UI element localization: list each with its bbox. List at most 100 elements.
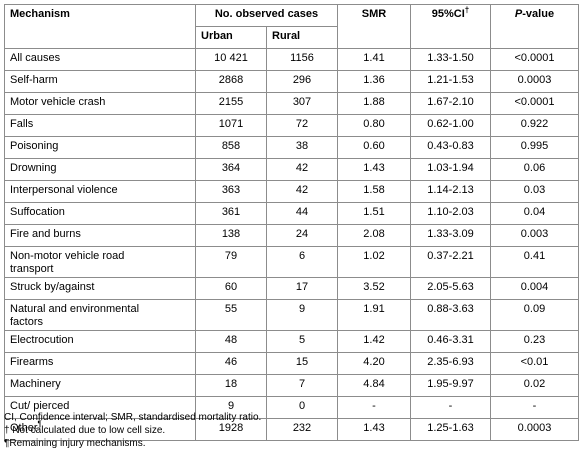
cell-text: 1.88 — [363, 96, 385, 108]
cell-text: 0.43-0.83 — [427, 140, 474, 152]
table-cell: 42 — [266, 158, 338, 181]
footnote-mark: † — [464, 5, 470, 15]
table-cell: 0.09 — [490, 299, 579, 331]
cell-text: 0.80 — [363, 118, 385, 130]
table-cell: 55 — [195, 299, 267, 331]
cell-text: 2868 — [218, 74, 244, 86]
table-row: Machinery 18 7 4.84 1.95-9.97 0.02 — [4, 374, 579, 397]
table-cell: Falls — [4, 114, 196, 137]
cell-text: 55 — [224, 303, 238, 315]
cell-text: 0.0003 — [517, 74, 552, 86]
cell-text: 0.23 — [523, 334, 546, 346]
table-cell: 17 — [266, 277, 338, 300]
mechanism-label: Suffocation — [10, 206, 65, 218]
cell-text: 361 — [221, 206, 241, 218]
mechanism-label: Cut/ pierced — [10, 400, 70, 412]
cell-text: 0.37-2.21 — [427, 250, 474, 262]
cell-text: 1.14-2.13 — [427, 184, 474, 196]
table-cell: 1.67-2.10 — [410, 92, 491, 115]
table-cell: Electrocution — [4, 330, 196, 353]
cell-text: 1.25-1.63 — [427, 422, 474, 434]
table-cell: 1.41 — [337, 48, 411, 71]
table-cell: 1.58 — [337, 180, 411, 203]
cell-text: 0.09 — [523, 303, 546, 315]
table-row: Natural and environmental factors 55 9 1.91… — [4, 299, 579, 331]
table-cell: 363 — [195, 180, 267, 203]
table-row: Struck by/against 60 17 3.52 2.05-5.63 0.004 — [4, 277, 579, 300]
table-cell: 307 — [266, 92, 338, 115]
table-cell: 0.03 — [490, 180, 579, 203]
cell-text: 307 — [292, 96, 312, 108]
header-cell: Mechanism — [4, 4, 196, 49]
table-cell: 0.02 — [490, 374, 579, 397]
cell-text: 363 — [221, 184, 241, 196]
cell-text: 0.03 — [523, 184, 546, 196]
cell-text: 1.51 — [363, 206, 385, 218]
table-cell: 10 421 — [195, 48, 267, 71]
cell-text: 1928 — [218, 422, 244, 434]
cell-text: 24 — [295, 228, 309, 240]
cell-text: - — [532, 400, 537, 412]
table-cell: 2.35-6.93 — [410, 352, 491, 375]
cell-text: <0.0001 — [514, 96, 555, 108]
footnote-mark: ¶ — [37, 419, 42, 429]
table-row: Electrocution 48 5 1.42 0.46-3.31 0.23 — [4, 330, 579, 353]
table-cell: 296 — [266, 70, 338, 93]
cell-text: 0.88-3.63 — [427, 303, 474, 315]
table-cell: 60 — [195, 277, 267, 300]
mechanism-label: Poisoning — [10, 140, 59, 152]
cell-text: 10 421 — [214, 52, 248, 64]
table-cell: 24 — [266, 224, 338, 247]
cell-text: 0.995 — [520, 140, 549, 152]
table-cell: 2868 — [195, 70, 267, 93]
cell-text: 1.95-9.97 — [427, 378, 474, 390]
table-cell: Other¶ — [4, 418, 196, 441]
mechanism-label: Fire and burns — [10, 228, 81, 240]
cell-text: 48 — [224, 334, 238, 346]
table-cell: Poisoning — [4, 136, 196, 159]
table-cell: 1.88 — [337, 92, 411, 115]
cell-text: 2155 — [218, 96, 244, 108]
table-cell: 0.004 — [490, 277, 579, 300]
table-cell: 364 — [195, 158, 267, 181]
cell-text: 38 — [295, 140, 309, 152]
table-cell: 0.41 — [490, 246, 579, 278]
table-cell: Drowning — [4, 158, 196, 181]
cell-text: 1.02 — [363, 250, 385, 262]
cell-text: 1.91 — [363, 303, 385, 315]
table-cell: 1.43 — [337, 158, 411, 181]
cell-text: 7 — [298, 378, 306, 390]
table-cell: 79 — [195, 246, 267, 278]
cell-text: 15 — [295, 356, 309, 368]
table-row: Other¶ 1928 232 1.43 1.25-1.63 0.0003 — [4, 418, 579, 441]
footnote: † Not calculated due to low cell size. — [4, 425, 166, 436]
table-cell: - — [337, 396, 411, 419]
header-text: P — [514, 8, 523, 20]
header-cell: No. observed cases — [195, 4, 338, 27]
table-cell: 0 — [266, 396, 338, 419]
cell-text: 9 — [298, 303, 306, 315]
table-cell: 1.33-1.50 — [410, 48, 491, 71]
table-header: Mechanism No. observed cases SMR 95%CI† … — [4, 4, 579, 49]
cell-text: 60 — [224, 281, 238, 293]
table-cell: 9 — [266, 299, 338, 331]
header-cell: SMR — [337, 4, 411, 49]
cell-text: 0.62-1.00 — [427, 118, 474, 130]
table-cell: 0.80 — [337, 114, 411, 137]
cell-text: 138 — [221, 228, 241, 240]
table-cell: 232 — [266, 418, 338, 441]
table-cell: 138 — [195, 224, 267, 247]
cell-text: 9 — [227, 400, 235, 412]
table-row: Suffocation 361 44 1.51 1.10-2.03 0.04 — [4, 202, 579, 225]
header-text: -value — [522, 8, 555, 20]
table-cell: 1.25-1.63 — [410, 418, 491, 441]
table-cell: 1.43 — [337, 418, 411, 441]
table-cell: 858 — [195, 136, 267, 159]
table-row: Drowning 364 42 1.43 1.03-1.94 0.06 — [4, 158, 579, 181]
table-cell: 1.10-2.03 — [410, 202, 491, 225]
cell-text: 1.42 — [363, 334, 385, 346]
mechanism-label: Non-motor vehicle road transport — [10, 250, 125, 275]
table-cell: 4.84 — [337, 374, 411, 397]
cell-text: 1.58 — [363, 184, 385, 196]
